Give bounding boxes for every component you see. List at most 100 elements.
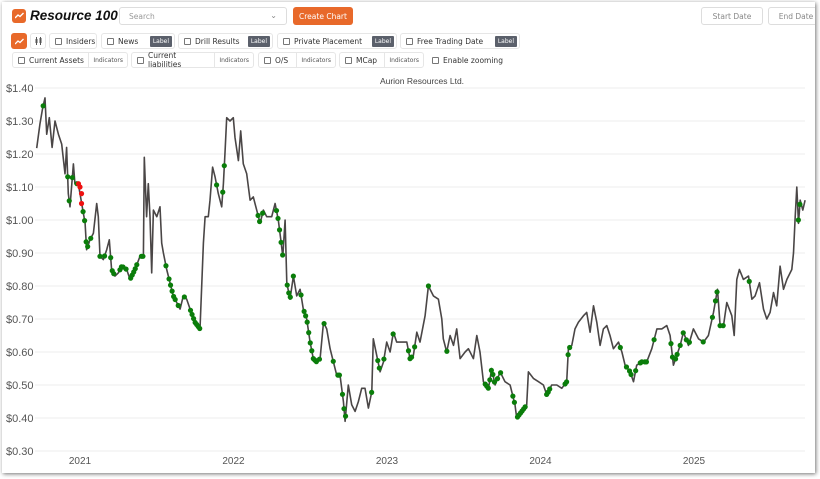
drill-results-checkbox[interactable] (184, 37, 191, 45)
os-indicators-button[interactable]: Indicators (296, 53, 335, 67)
event-marker-green (111, 271, 117, 277)
event-marker-red (78, 191, 85, 197)
event-marker-green (298, 292, 304, 298)
drill-results-label: Drill Results (195, 36, 240, 46)
event-marker-green (220, 189, 226, 195)
event-marker-green (284, 282, 290, 288)
app-window: Resource 100 Search ⌄ Create Chart Start… (2, 2, 815, 473)
event-marker-green (339, 391, 346, 397)
event-marker-green (651, 337, 657, 343)
event-marker-green (490, 371, 496, 378)
event-marker-green (169, 288, 175, 294)
current-liabilities-indicators-button[interactable]: Indicators (214, 53, 253, 67)
event-marker-green (85, 243, 91, 250)
event-marker-green (187, 307, 194, 313)
logo[interactable]: Resource 100 (12, 8, 118, 23)
event-marker-green (674, 351, 680, 357)
event-marker-green (746, 278, 752, 284)
free-trading-date-label-button[interactable]: Label (494, 35, 517, 47)
event-marker-green (190, 315, 197, 322)
current-liabilities-checkbox[interactable] (137, 56, 144, 64)
news-toggle[interactable]: News Label (101, 33, 175, 49)
search-placeholder: Search (129, 12, 155, 21)
private-placement-checkbox[interactable] (283, 37, 290, 45)
private-placement-label-button[interactable]: Label (371, 35, 394, 47)
enable-zooming-checkbox[interactable] (432, 56, 439, 64)
x-tick-label: 2024 (529, 456, 552, 467)
chart-title: Aurion Resources Ltd. (379, 76, 465, 86)
mcap-checkbox[interactable] (345, 56, 352, 64)
mcap-toggle[interactable]: MCap Indicators (339, 52, 424, 68)
event-marker-green (628, 371, 634, 378)
start-date-input[interactable]: Start Date (701, 7, 763, 25)
event-marker-green (567, 344, 573, 351)
event-marker-green (341, 406, 347, 412)
mcap-label: MCap (356, 55, 378, 65)
private-placement-toggle[interactable]: Private Placement Label (277, 33, 397, 49)
os-checkbox[interactable] (264, 56, 271, 64)
event-marker-red (77, 184, 83, 190)
y-tick-label: $0.30 (6, 446, 34, 458)
current-assets-checkbox[interactable] (18, 56, 25, 64)
line-chart-toggle[interactable] (11, 33, 27, 49)
news-checkbox[interactable] (107, 37, 114, 45)
event-marker-green (280, 252, 286, 258)
enable-zooming-toggle[interactable]: Enable zooming (427, 52, 507, 68)
logo-text: Resource 100 (30, 8, 118, 23)
event-marker-green (303, 313, 309, 319)
current-assets-toggle[interactable]: Current Assets Indicators (12, 52, 128, 68)
event-marker-green (65, 174, 71, 180)
os-toggle[interactable]: O/S Indicators (258, 52, 336, 68)
current-liabilities-toggle[interactable]: Current liabilities Indicators (131, 51, 254, 69)
event-marker-green (189, 311, 195, 318)
end-date-input[interactable]: End Date (768, 7, 815, 25)
event-marker-green (412, 344, 418, 350)
event-marker-green (497, 370, 504, 376)
news-label-button[interactable]: Label (149, 35, 172, 47)
insiders-checkbox[interactable] (55, 37, 62, 45)
event-marker-green (336, 372, 343, 378)
event-marker-green (405, 348, 412, 354)
free-trading-date-toggle[interactable]: Free Trading Date Label (400, 33, 520, 49)
y-tick-label: $1.00 (6, 215, 34, 227)
event-marker-green (686, 339, 692, 345)
enable-zooming-label: Enable zooming (443, 55, 503, 65)
insiders-label: Insiders (66, 36, 96, 46)
search-input[interactable]: Search ⌄ (119, 7, 287, 25)
event-marker-green (140, 253, 146, 259)
event-marker-green (275, 215, 281, 222)
create-chart-button[interactable]: Create Chart (293, 7, 353, 25)
event-marker-green (175, 302, 181, 309)
event-marker-green (304, 319, 310, 325)
event-marker-green (633, 368, 639, 374)
event-marker-green (307, 340, 313, 346)
drill-results-label-button[interactable]: Label (247, 35, 270, 47)
event-marker-green (623, 364, 630, 370)
x-tick-label: 2022 (222, 456, 245, 467)
insiders-toggle[interactable]: Insiders (49, 33, 97, 49)
event-marker-green (342, 413, 349, 419)
current-assets-indicators-button[interactable]: Indicators (88, 53, 127, 67)
free-trading-date-checkbox[interactable] (406, 37, 413, 45)
event-marker-green (511, 399, 518, 405)
chart-trend-icon (12, 8, 26, 23)
event-marker-green (309, 348, 315, 354)
event-marker-green (276, 227, 283, 233)
event-marker-green (709, 314, 716, 320)
event-marker-green (510, 393, 516, 399)
y-tick-label: $1.20 (6, 149, 34, 161)
event-marker-green (214, 182, 220, 188)
event-marker-green (134, 262, 140, 268)
event-marker-green (123, 266, 129, 272)
event-marker-green (287, 294, 293, 300)
event-marker-green (795, 217, 801, 223)
drill-results-toggle[interactable]: Drill Results Label (178, 33, 273, 49)
candlestick-chart-toggle[interactable] (30, 33, 46, 49)
mcap-indicators-button[interactable]: Indicators (384, 53, 423, 67)
y-tick-label: $0.40 (6, 413, 34, 425)
private-placement-label: Private Placement (294, 36, 363, 46)
price-chart[interactable]: $1.40 $1.30 $1.20 $1.10 $1.00 $0.90 $0.80 $0.70… (2, 2, 815, 473)
event-marker-green (290, 273, 296, 279)
event-marker-green (167, 282, 174, 288)
event-marker-green (643, 359, 650, 365)
